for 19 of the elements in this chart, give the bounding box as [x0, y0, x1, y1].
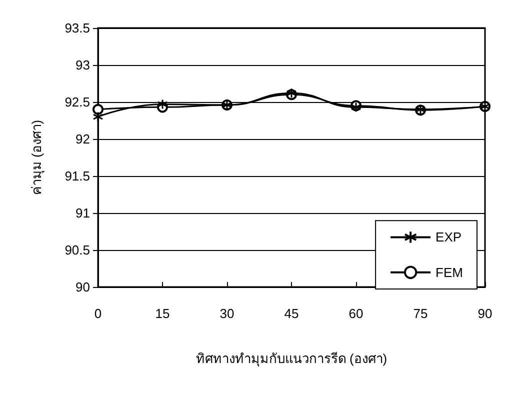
legend-label: FEM	[436, 264, 464, 280]
y-tick-label: 91	[76, 206, 90, 220]
y-tick-label: 90.5	[64, 242, 90, 258]
x-tick-label: 75	[413, 306, 428, 321]
y-tick-label: 93	[76, 58, 90, 72]
x-tick-label: 0	[94, 306, 102, 321]
y-tick-label: 93.5	[64, 20, 90, 36]
x-tick-label: 90	[478, 306, 492, 321]
y-axis-title: ค่ามุม (องศา)	[29, 120, 45, 196]
y-tick-label: 92	[76, 132, 90, 146]
y-tick-label: 90	[76, 280, 90, 294]
x-axis-title: ทิศทางทำมุมกับแนวการรีด (องศา)	[196, 351, 388, 367]
y-tick-label: 92.5	[64, 94, 90, 110]
y-tick-label: 91.5	[64, 168, 90, 184]
legend-label: EXP	[436, 230, 462, 245]
x-tick-label: 15	[155, 306, 170, 321]
x-tick-label: 45	[284, 306, 299, 321]
x-tick-label: 30	[220, 306, 234, 321]
x-tick-label: 60	[348, 306, 364, 321]
